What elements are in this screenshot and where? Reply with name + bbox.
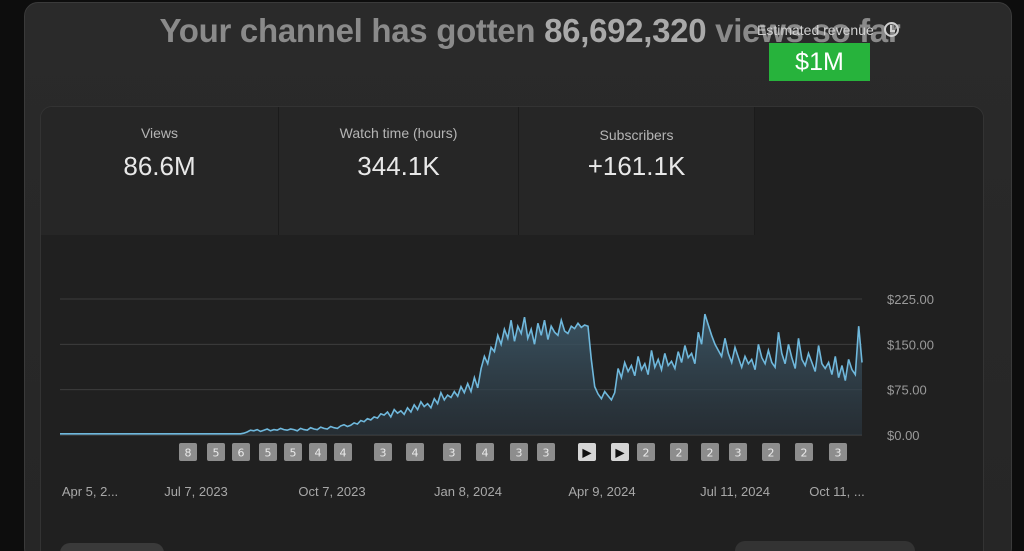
- annotation-marker-label: 4: [340, 447, 347, 460]
- x-tick-label: Jan 8, 2024: [434, 484, 502, 499]
- annotation-marker: [443, 443, 461, 461]
- annotation-marker: [284, 443, 302, 461]
- annotation-marker: [259, 443, 277, 461]
- bottom-control[interactable]: [60, 543, 164, 551]
- x-tick-label: Oct 11, ...: [809, 484, 864, 499]
- annotation-marker: [795, 443, 813, 461]
- annotation-marker: [232, 443, 250, 461]
- metric-tiles: Views 86.6M Watch time (hours) 344.1K Su…: [41, 107, 983, 235]
- annotation-marker-label: 2: [768, 447, 775, 460]
- tab-estimated-revenue[interactable]: [755, 107, 983, 235]
- x-tick-label: Apr 9, 2024: [568, 484, 635, 499]
- revenue-label: Estimated revenue: [757, 22, 874, 38]
- annotation-marker: [476, 443, 494, 461]
- annotation-marker: [374, 443, 392, 461]
- annotation-marker-label: 5: [265, 447, 272, 460]
- annotation-marker: [729, 443, 747, 461]
- headline-prefix: Your channel has gotten: [159, 12, 536, 49]
- annotation-marker: [179, 443, 197, 461]
- annotation-marker-label: 3: [835, 447, 842, 460]
- x-tick-label: Jul 11, 2024: [700, 484, 770, 499]
- annotation-marker-label: 4: [482, 447, 489, 460]
- headline-views: 86,692,320: [544, 12, 707, 49]
- views-value: 86.6M: [123, 151, 196, 181]
- annotation-marker: [537, 443, 555, 461]
- annotation-marker-label: 6: [238, 447, 245, 460]
- subscribers-value: +161.1K: [587, 151, 686, 181]
- annotation-marker-label: ▶: [582, 446, 592, 460]
- page-title: Your channel has gotten 86,692,320 views…: [0, 12, 1024, 50]
- tab-watch-time[interactable]: Watch time (hours) 344.1K: [279, 107, 519, 235]
- annotation-marker-label: 2: [643, 447, 650, 460]
- series-line: [60, 313, 863, 435]
- watch-time-label: Watch time (hours): [339, 125, 458, 141]
- annotation-marker: [762, 443, 780, 461]
- y-tick-label: $75.00: [887, 383, 927, 398]
- annotation-marker-label: 2: [707, 447, 714, 460]
- headline-suffix: views so far: [715, 12, 901, 49]
- annotation-marker-label: ▶: [615, 446, 625, 460]
- annotation-marker-label: 3: [516, 447, 523, 460]
- annotation-marker-label: 3: [449, 447, 456, 460]
- tab-views[interactable]: Views 86.6M: [41, 107, 279, 235]
- annotation-marker-label: 5: [213, 447, 220, 460]
- annotation-marker: [670, 443, 688, 461]
- annotation-marker-label: 3: [543, 447, 550, 460]
- annotation-marker: [406, 443, 424, 461]
- x-tick-label: Oct 7, 2023: [298, 484, 365, 499]
- annotation-marker: [207, 443, 225, 461]
- annotation-marker-label: 3: [380, 447, 387, 460]
- x-tick-label: Jul 7, 2023: [164, 484, 228, 499]
- revenue-value: $1M: [769, 43, 870, 81]
- views-label: Views: [140, 125, 179, 141]
- y-tick-label: $0.00: [887, 428, 920, 443]
- annotation-marker: [611, 443, 629, 461]
- annotation-marker-label: 2: [801, 447, 808, 460]
- clock-icon[interactable]: [884, 22, 899, 37]
- subscribers-label: Subscribers: [599, 127, 674, 143]
- annotation-marker: [578, 443, 596, 461]
- annotation-marker: [701, 443, 719, 461]
- annotation-marker: [334, 443, 352, 461]
- annotation-marker-label: 4: [412, 447, 419, 460]
- annotation-marker: [510, 443, 528, 461]
- annotation-marker-label: 4: [315, 447, 322, 460]
- annotation-marker: [829, 443, 847, 461]
- series-area: [60, 314, 862, 435]
- x-tick-label: Apr 5, 2...: [62, 484, 118, 499]
- bottom-control-right[interactable]: [735, 541, 915, 551]
- annotation-marker-label: 3: [735, 447, 742, 460]
- annotation-marker: [309, 443, 327, 461]
- watch-time-value: 344.1K: [357, 151, 440, 181]
- annotation-marker-label: 5: [290, 447, 297, 460]
- y-tick-label: $225.00: [887, 292, 934, 307]
- annotation-marker: [637, 443, 655, 461]
- annotation-marker-label: 2: [676, 447, 683, 460]
- y-tick-label: $150.00: [887, 337, 934, 352]
- annotation-marker-label: 8: [185, 447, 192, 460]
- tab-subscribers[interactable]: Subscribers +161.1K: [519, 107, 755, 235]
